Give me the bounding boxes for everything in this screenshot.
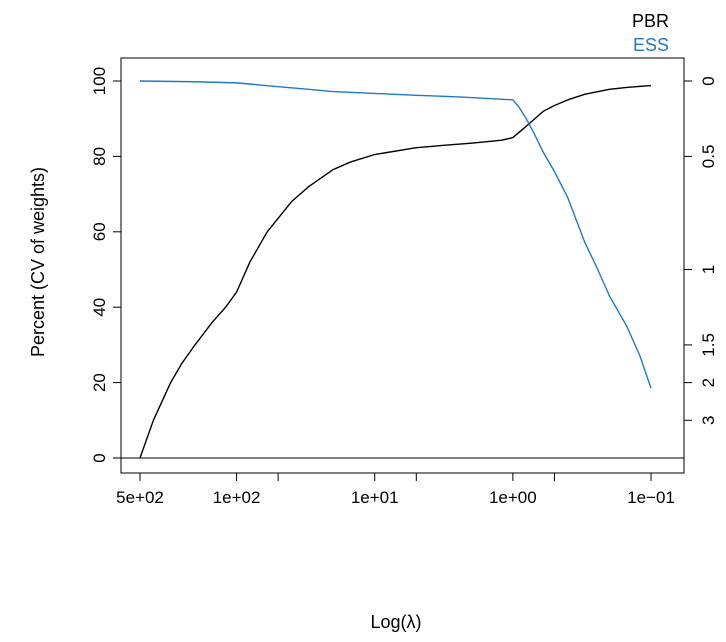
right-tick-label-0: 0 bbox=[699, 76, 718, 85]
right-tick-label-5: 3 bbox=[699, 416, 718, 425]
right-axis: 0 0.5 1 1.5 2 3 bbox=[683, 76, 718, 425]
x-axis: 5e+02 1e+02 1e+01 1e+00 1e−01 bbox=[116, 472, 675, 507]
x-tick-label-2: 1e+01 bbox=[351, 488, 399, 507]
plot-area bbox=[120, 57, 685, 474]
right-tick-label-3: 1.5 bbox=[699, 333, 718, 357]
x-tick-label-1: 1e+02 bbox=[213, 488, 261, 507]
legend-entry-pbr: PBR bbox=[632, 11, 669, 31]
x-tick-label-3: 1e+00 bbox=[489, 488, 537, 507]
y-axis: 0 20 40 60 80 100 bbox=[90, 67, 122, 463]
plot-frame bbox=[120, 57, 685, 474]
right-tick-label-1: 0.5 bbox=[699, 145, 718, 169]
legend-entry-ess: ESS bbox=[633, 35, 669, 55]
right-tick-label-2: 1 bbox=[699, 265, 718, 274]
series-line-pbr bbox=[139, 84, 652, 459]
y-tick-label-2: 40 bbox=[90, 298, 109, 317]
right-tick-label-4: 2 bbox=[699, 378, 718, 387]
y-tick-label-0: 0 bbox=[90, 453, 109, 462]
y-tick-label-3: 60 bbox=[90, 222, 109, 241]
x-tick-label-4: 1e−01 bbox=[627, 488, 675, 507]
y-tick-label-1: 20 bbox=[90, 373, 109, 392]
series-layer bbox=[121, 80, 684, 459]
y-axis-title: Percent (CV of weights) bbox=[28, 167, 48, 357]
x-tick-label-0: 5e+02 bbox=[116, 488, 164, 507]
y-tick-label-5: 100 bbox=[90, 67, 109, 95]
x-axis-title: Log(λ) bbox=[370, 612, 421, 632]
y-tick-label-4: 80 bbox=[90, 147, 109, 166]
series-line-ess bbox=[139, 80, 652, 389]
